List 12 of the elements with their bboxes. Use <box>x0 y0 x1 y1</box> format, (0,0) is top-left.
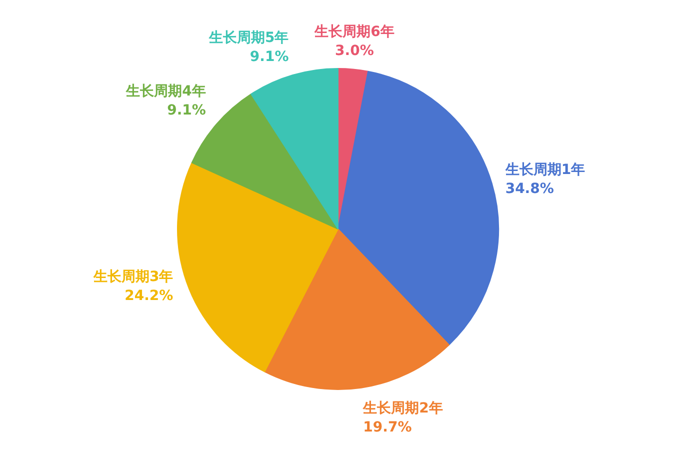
slice-label: 生长周期5年 <box>208 30 289 46</box>
data-label: 24.2% <box>124 288 174 304</box>
slice-label: 生长周期4年 <box>125 84 206 100</box>
data-label: 34.8% <box>505 181 554 198</box>
data-label: 3.0% <box>335 42 374 59</box>
slice-label: 生长周期1年 <box>504 162 586 178</box>
slice-label: 生长周期6年 <box>314 24 394 40</box>
slice-label: 生长周期3年 <box>92 268 174 285</box>
data-label: 19.7% <box>363 419 412 436</box>
data-label: 9.1% <box>167 102 206 119</box>
data-label: 9.1% <box>250 49 289 66</box>
slice-label: 生长周期2年 <box>362 400 443 416</box>
